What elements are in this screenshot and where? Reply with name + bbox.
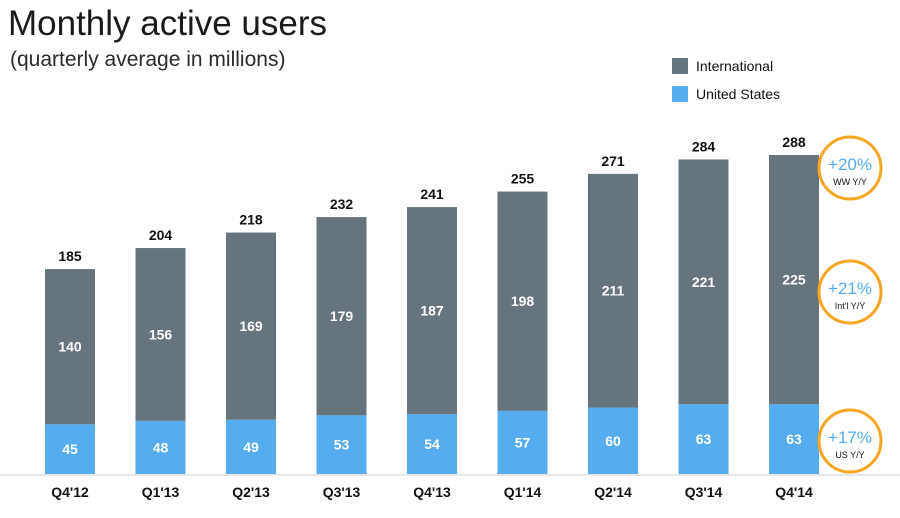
x-tick-label-6: Q2'14 [594,484,632,500]
bar-international-0 [45,269,95,425]
legend-item-united-states: United States [672,84,780,104]
chart-legend: International United States [672,56,780,112]
data-label-international-8: 225 [782,272,806,288]
data-label-international-6: 211 [602,283,625,299]
annotation-label-1: Int'l Y/Y [835,301,866,311]
data-label-total-3: 232 [330,196,354,212]
annotation-value-2: +17% [828,428,872,447]
data-label-international-7: 221 [692,274,716,290]
annotation-badge-2 [817,408,883,474]
data-label-international-1: 156 [149,326,173,342]
bar-international-8 [769,155,819,405]
chart-title: Monthly active users [8,4,328,43]
data-label-total-1: 204 [149,227,173,243]
x-tick-label-3: Q3'13 [323,484,361,500]
data-label-us-7: 63 [696,431,712,447]
legend-swatch-united-states [672,86,688,102]
x-tick-label-7: Q3'14 [685,484,723,500]
x-tick-label-2: Q2'13 [232,484,270,500]
x-tick-label-5: Q1'14 [504,484,542,500]
bar-international-4 [407,207,457,415]
legend-swatch-international [672,58,688,74]
bar-international-7 [678,159,729,405]
data-label-total-7: 284 [692,138,716,154]
data-label-total-6: 271 [601,153,625,169]
x-tick-label-4: Q4'13 [413,484,451,500]
bar-us-2 [226,419,276,474]
data-label-international-3: 179 [330,308,354,324]
data-label-international-5: 198 [511,293,535,309]
legend-label-united-states: United States [696,86,781,102]
chart-subtitle: (quarterly average in millions) [10,48,286,71]
data-label-us-3: 53 [334,437,350,453]
data-label-total-4: 241 [420,186,444,202]
bar-international-2 [226,232,276,420]
data-label-us-1: 48 [153,439,169,455]
annotation-value-0: +20% [828,155,872,174]
data-label-international-0: 140 [58,339,82,355]
bar-international-6 [588,173,638,408]
data-label-international-4: 187 [420,303,444,319]
x-tick-label-1: Q1'13 [142,484,180,500]
bar-international-3 [316,217,367,416]
data-label-us-5: 57 [515,434,531,450]
data-label-us-8: 63 [786,431,802,447]
bar-us-4 [407,414,457,474]
bar-us-8 [769,404,819,474]
data-label-total-0: 185 [58,248,82,264]
data-label-us-0: 45 [62,441,78,457]
annotation-label-0: WW Y/Y [833,177,867,187]
bar-us-0 [45,424,95,474]
annotation-badge-0 [817,135,883,201]
data-label-us-2: 49 [243,439,259,455]
bar-international-1 [135,248,186,421]
bar-us-3 [316,415,367,474]
bar-us-1 [135,420,186,474]
data-label-total-8: 288 [782,134,806,150]
data-label-total-2: 218 [239,212,263,228]
annotation-badge-1 [817,259,883,325]
data-label-us-4: 54 [424,436,440,452]
bar-us-5 [497,410,548,474]
annotation-value-1: +21% [828,279,872,298]
data-label-total-5: 255 [511,171,535,187]
data-label-international-2: 169 [239,318,263,334]
x-tick-label-0: Q4'12 [51,484,89,500]
bar-us-6 [588,407,638,474]
legend-label-international: International [696,58,774,74]
bar-international-5 [497,191,548,411]
data-label-us-6: 60 [605,433,621,449]
bar-us-7 [678,404,729,474]
x-tick-label-8: Q4'14 [775,484,813,500]
annotation-label-2: US Y/Y [835,450,864,460]
legend-item-international: International [672,56,780,76]
